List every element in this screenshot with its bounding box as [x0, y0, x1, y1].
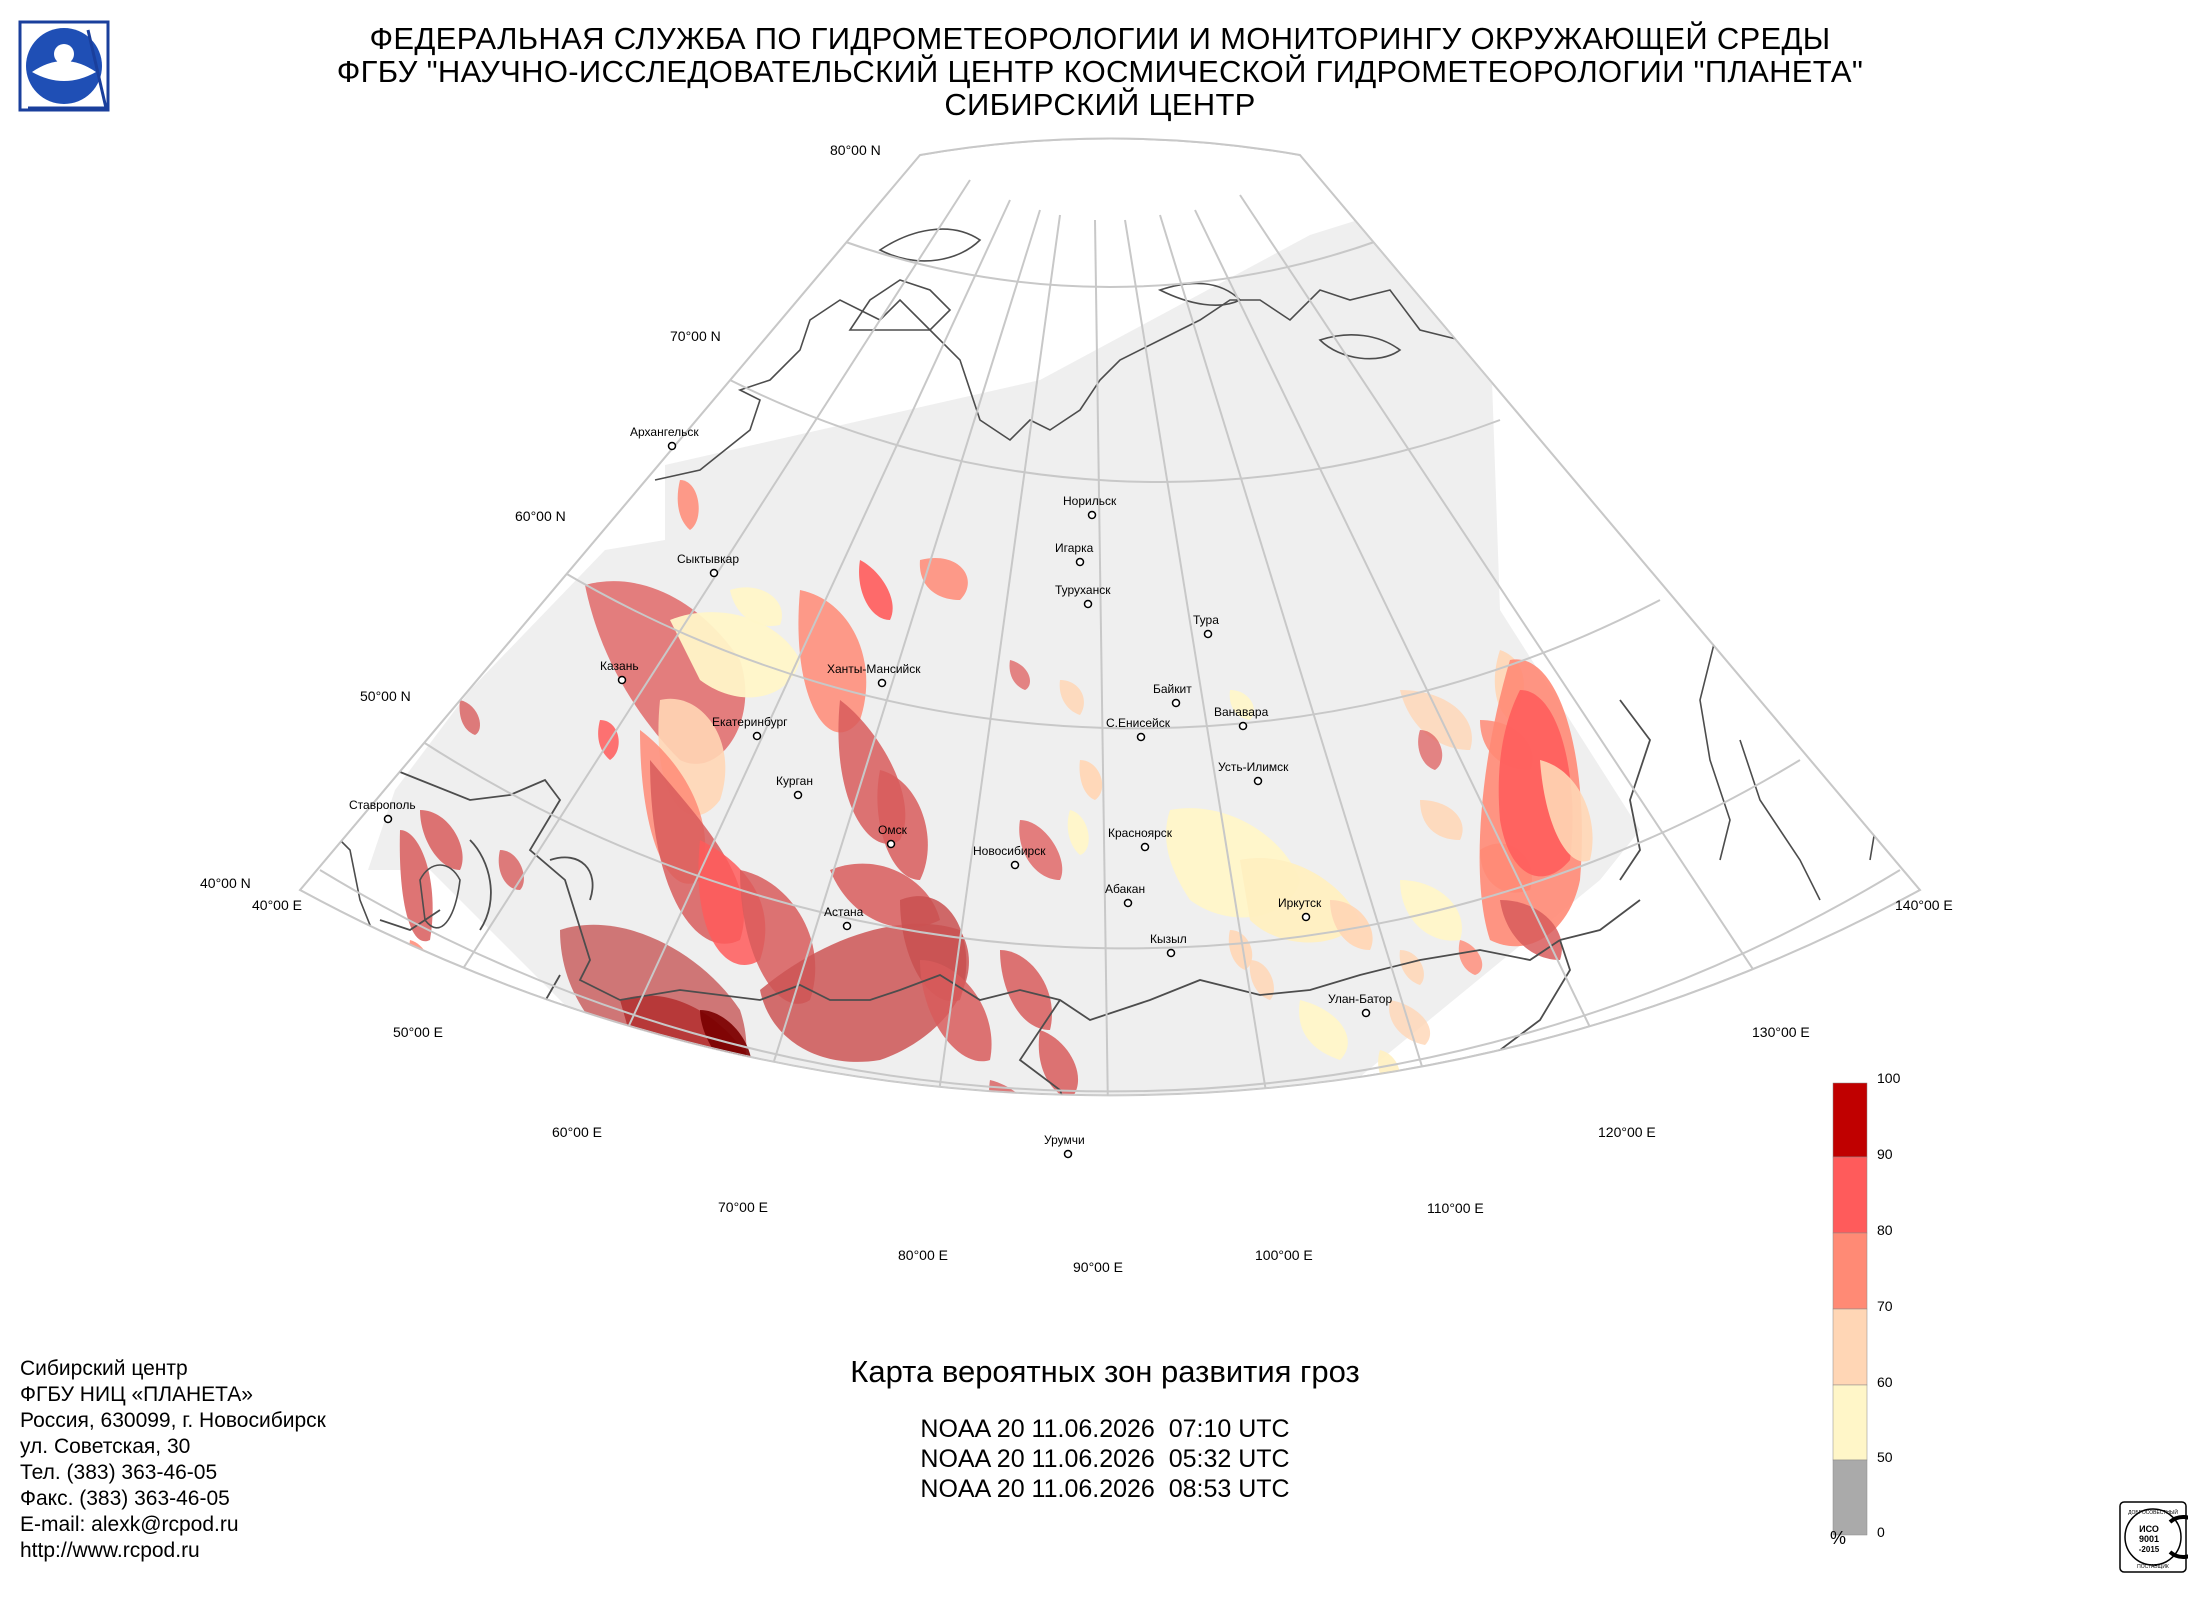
- legend-swatch: [1832, 1384, 1868, 1461]
- lon-label-50: 50°00 E: [393, 1024, 443, 1040]
- lat-label-40: 40°00 N: [200, 875, 251, 891]
- legend-swatch: [1832, 1308, 1868, 1386]
- satellite-pass: NOAA 20 11.06.2026 08:53 UTC: [920, 1475, 1290, 1503]
- contact-info: Сибирский центр ФГБУ НИЦ «ПЛАНЕТА» Росси…: [20, 1356, 326, 1564]
- header-line-1: ФЕДЕРАЛЬНАЯ СЛУЖБА ПО ГИДРОМЕТЕОРОЛОГИИ …: [369, 21, 1831, 56]
- city-label: Сыктывкар: [677, 552, 739, 566]
- iso-certificate-badge-icon: ДОБРОСОВЕСТНЫЙ ИСО 9001 -2015 ПОСТАВЩИК: [2119, 1501, 2188, 1573]
- city-label: Усть-Илимск: [1218, 760, 1289, 774]
- lat-label-60: 60°00 N: [515, 508, 566, 524]
- city-label: Байкит: [1153, 682, 1192, 696]
- header-line-3: СИБИРСКИЙ ЦЕНТР: [944, 87, 1256, 122]
- lat-label-80: 80°00 N: [830, 142, 881, 158]
- city-label: Игарка: [1055, 541, 1094, 555]
- legend-swatch: [1832, 1232, 1868, 1310]
- city-label: Екатеринбург: [712, 715, 788, 729]
- lon-label-130: 130°00 E: [1752, 1024, 1810, 1040]
- header-line-2: ФГБУ "НАУЧНО-ИССЛЕДОВАТЕЛЬСКИЙ ЦЕНТР КОС…: [336, 54, 1864, 89]
- legend-swatch: [1832, 1459, 1868, 1536]
- latitude-labels: 80°00 N 70°00 N 60°00 N 50°00 N 40°00 N: [200, 142, 881, 891]
- city-label: Красноярск: [1108, 826, 1173, 840]
- contact-line: Россия, 630099, г. Новосибирск: [20, 1409, 326, 1432]
- product-title: Карта вероятных зон развития гроз: [850, 1354, 1360, 1389]
- lon-label-80: 80°00 E: [898, 1247, 948, 1263]
- legend-tick-50: 50: [1877, 1449, 1893, 1465]
- contact-line: ул. Советская, 30: [20, 1435, 191, 1458]
- city-label: Ванавара: [1214, 705, 1269, 719]
- lon-label-140: 140°00 E: [1895, 897, 1953, 913]
- legend-tick-100: 100: [1877, 1070, 1901, 1086]
- legend-swatch: [1832, 1156, 1868, 1234]
- contact-line: ФГБУ НИЦ «ПЛАНЕТА»: [20, 1383, 253, 1406]
- legend-swatch: [1832, 1082, 1868, 1158]
- city-label: Улан-Батор: [1328, 992, 1392, 1006]
- lat-label-50: 50°00 N: [360, 688, 411, 704]
- city-markers: Архангельск Сыктывкар Казань Ханты-Манси…: [349, 425, 1392, 1159]
- city-label: Абакан: [1105, 882, 1145, 896]
- lon-label-100: 100°00 E: [1255, 1247, 1313, 1263]
- page-header: ФЕДЕРАЛЬНАЯ СЛУЖБА ПО ГИДРОМЕТЕОРОЛОГИИ …: [220, 22, 1980, 121]
- city-label: С.Енисейск: [1106, 716, 1171, 730]
- lat-label-70: 70°00 N: [670, 328, 721, 344]
- city-label: Новосибирск: [973, 844, 1046, 858]
- city-label: Тура: [1193, 613, 1219, 627]
- satellite-pass: NOAA 20 11.06.2026 07:10 UTC: [920, 1415, 1290, 1443]
- contact-email: E-mail: alexk@rcpod.ru: [20, 1513, 239, 1536]
- lon-label-90: 90°00 E: [1073, 1259, 1123, 1275]
- contact-line: Тел. (383) 363-46-05: [20, 1461, 218, 1484]
- legend-tick-80: 80: [1877, 1222, 1893, 1238]
- roshydromet-logo-icon: [18, 20, 110, 112]
- legend-tick-70: 70: [1877, 1298, 1893, 1314]
- iso-line-3: -2015: [2139, 1545, 2160, 1554]
- contact-line: Сибирский центр: [20, 1357, 188, 1380]
- city-label: Урумчи: [1044, 1133, 1085, 1147]
- city-label: Казань: [600, 659, 639, 673]
- lon-label-60: 60°00 E: [552, 1124, 602, 1140]
- graticule: [300, 138, 1920, 1096]
- lon-label-110: 110°00 E: [1427, 1200, 1484, 1216]
- city-label: Кызыл: [1150, 932, 1187, 946]
- probability-legend: 100 90 80 70 60 50 0: [1832, 1070, 1901, 1540]
- iso-line-2: 9001: [2139, 1534, 2159, 1544]
- lon-label-120: 120°00 E: [1598, 1124, 1656, 1140]
- city-label: Архангельск: [630, 425, 699, 439]
- city-label: Курган: [776, 774, 813, 788]
- legend-unit: %: [1830, 1528, 1847, 1548]
- city-label: Астана: [824, 905, 864, 919]
- satellite-pass: NOAA 20 11.06.2026 05:32 UTC: [920, 1445, 1290, 1473]
- city-label: Омск: [878, 823, 908, 837]
- product-info: Карта вероятных зон развития гроз NOAA 2…: [760, 1354, 1450, 1504]
- city-label: Иркутск: [1278, 896, 1322, 910]
- city-label: Ханты-Мансийск: [827, 662, 921, 676]
- iso-arc-bottom: ПОСТАВЩИК: [2137, 1564, 2169, 1570]
- contact-website: http://www.rcpod.ru: [20, 1539, 200, 1562]
- legend-tick-0: 0: [1877, 1524, 1885, 1540]
- longitude-labels: 40°00 E 50°00 E 60°00 E 70°00 E 80°00 E …: [252, 897, 1953, 1275]
- city-label: Туруханск: [1055, 583, 1111, 597]
- lon-label-70: 70°00 E: [718, 1199, 768, 1215]
- lon-label-40: 40°00 E: [252, 897, 302, 913]
- legend-tick-60: 60: [1877, 1374, 1893, 1390]
- city-label: Норильск: [1063, 494, 1117, 508]
- iso-line-1: ИСО: [2139, 1524, 2159, 1534]
- legend-tick-90: 90: [1877, 1146, 1893, 1162]
- contact-line: Факс. (383) 363-46-05: [20, 1487, 230, 1510]
- iso-arc-top: ДОБРОСОВЕСТНЫЙ: [2128, 1508, 2178, 1516]
- city-label: Ставрополь: [349, 798, 416, 812]
